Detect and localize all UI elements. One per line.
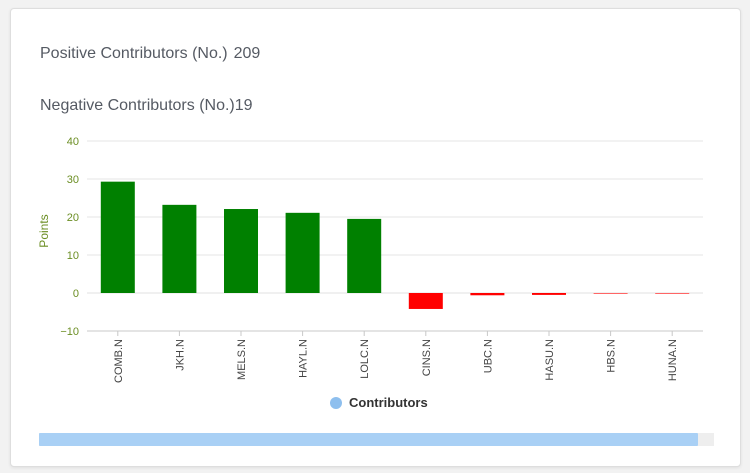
x-tick-label: HAYL.N: [298, 339, 310, 378]
bar-huna-n[interactable]: [655, 293, 690, 294]
bar-mels-n[interactable]: [224, 209, 258, 293]
x-tick-label: HASU.N: [544, 339, 556, 381]
positive-contributors-value: 209: [233, 45, 261, 62]
bar-lolc-n[interactable]: [347, 218, 382, 293]
bar-jkh-n[interactable]: [162, 204, 197, 293]
y-tick-label: 30: [67, 174, 79, 186]
bar-hayl-n[interactable]: [285, 212, 320, 293]
y-tick-label: 40: [67, 136, 79, 148]
bar-hbs-n[interactable]: [593, 293, 628, 294]
x-tick-label: UBC.N: [482, 339, 494, 373]
x-tick-label: HUNA.N: [667, 339, 679, 381]
positive-contributors-label: Positive Contributors (No.): [40, 45, 228, 62]
x-tick-label: MELS.N: [236, 339, 248, 380]
chart-bars: [100, 181, 690, 309]
contributors-bar-chart: −10 0 10 20 30 40 Points COMB.N JKH.N MELS.N HAY…: [37, 136, 703, 383]
y-tick-label: 20: [67, 212, 79, 224]
y-tick-label: −10: [60, 326, 79, 338]
bar-ubc-n[interactable]: [470, 293, 505, 296]
x-tick-label: CINS.N: [421, 339, 433, 376]
negative-contributors-label: Negative Contributors (No.): [40, 97, 235, 114]
legend-label: Contributors: [349, 395, 428, 410]
x-tick-label: HBS.N: [606, 339, 618, 373]
bar-cins-n[interactable]: [408, 293, 443, 309]
legend-marker-icon: [330, 396, 342, 409]
chart-legend[interactable]: Contributors: [330, 395, 428, 410]
bar-comb-n[interactable]: [100, 181, 135, 293]
y-axis-label: Points: [37, 214, 51, 247]
positive-contributors-stat: Positive Contributors (No.) 209: [40, 45, 260, 63]
x-tick-label: JKH.N: [174, 339, 186, 371]
negative-contributors-value: 19: [234, 97, 253, 114]
negative-contributors-stat: Negative Contributors (No.)19: [40, 97, 253, 115]
x-axis-ticks: COMB.N JKH.N MELS.N HAYL.N LOLC.N CINS.N UBC.N…: [113, 331, 679, 383]
chart-scrollbar[interactable]: [39, 433, 714, 446]
bar-hasu-n[interactable]: [532, 293, 566, 295]
x-tick-label: LOLC.N: [359, 339, 371, 379]
y-tick-label: 0: [73, 288, 79, 300]
contributors-card: Positive Contributors (No.) 209 Negative …: [10, 8, 741, 467]
chart-scrollbar-thumb[interactable]: [39, 433, 698, 446]
y-tick-label: 10: [67, 250, 79, 262]
x-tick-label: COMB.N: [113, 339, 125, 383]
y-axis-ticks: −10 0 10 20 30 40: [60, 136, 79, 338]
